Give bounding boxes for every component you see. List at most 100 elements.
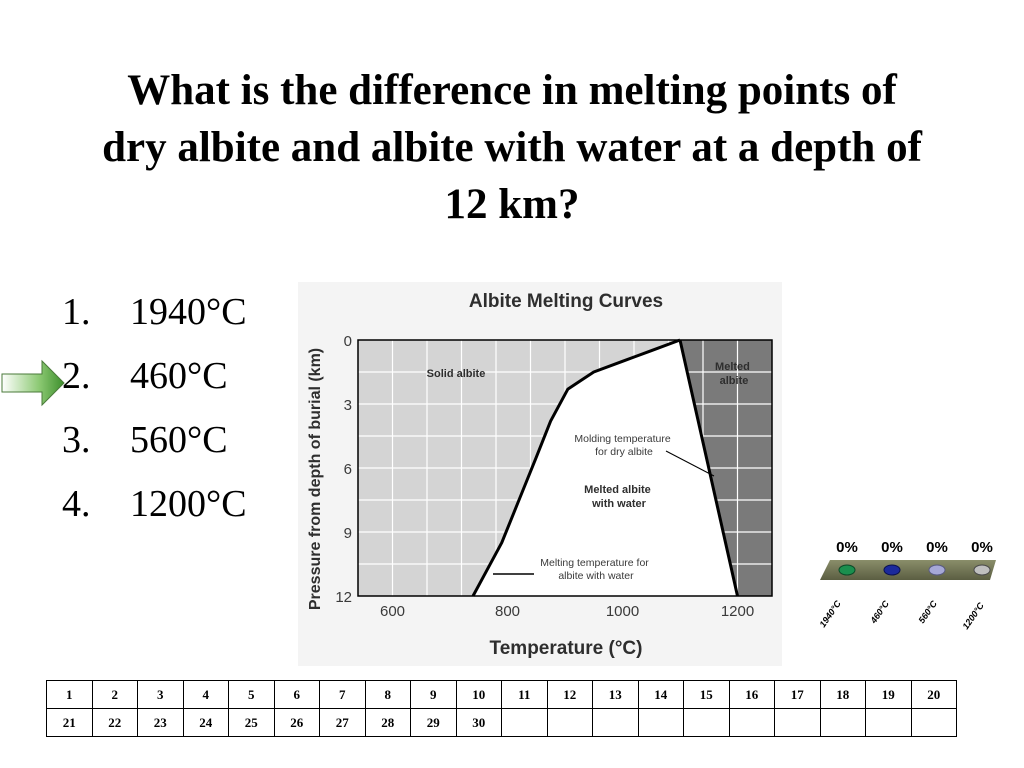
poll-label-4: 1200°C <box>960 600 986 631</box>
grid-cell: 4 <box>182 680 229 709</box>
grid-row: 1 2 3 4 5 6 7 8 9 10 11 12 13 14 15 16 17 18 19 20 <box>46 680 957 709</box>
y-tick-label: 6 <box>344 461 352 478</box>
grid-cell: 30 <box>455 708 502 737</box>
grid-cell: 21 <box>46 708 93 737</box>
poll-percent-1: 0% <box>836 539 858 556</box>
grid-cell <box>546 708 593 737</box>
grid-cell <box>501 708 548 737</box>
poll-percent-4: 0% <box>971 539 993 556</box>
grid-cell: 6 <box>273 680 320 709</box>
y-tick-label: 9 <box>344 525 352 542</box>
answer-text: 1200°C <box>130 483 247 525</box>
region-label-melted-albite: Melted albite <box>715 361 753 387</box>
x-tick-label: 1200 <box>721 603 754 620</box>
x-tick-label: 800 <box>495 603 520 620</box>
y-tick-label: 12 <box>335 589 352 606</box>
y-axis-label: Pressure from depth of burial (km) <box>307 348 324 610</box>
x-tick-label: 1000 <box>606 603 639 620</box>
answer-option-1[interactable]: 1. 1940°C <box>62 290 302 336</box>
chart-title: Albite Melting Curves <box>469 291 663 312</box>
answer-number: 2. <box>62 355 91 397</box>
grid-cell: 3 <box>137 680 184 709</box>
grid-cell <box>637 708 684 737</box>
grid-cell: 1 <box>46 680 93 709</box>
grid-cell <box>774 708 821 737</box>
answer-text: 460°C <box>130 355 228 397</box>
melted-albite-line-1: Melted <box>715 361 750 373</box>
poll-percent-3: 0% <box>926 539 948 556</box>
curve-dry-albite <box>678 339 739 597</box>
slide-title: What is the difference in melting points… <box>10 62 1014 233</box>
grid-cell: 19 <box>865 680 912 709</box>
grid-cell: 13 <box>592 680 639 709</box>
grid-cell: 29 <box>410 708 457 737</box>
answer-option-2[interactable]: 2. 460°C <box>62 354 302 400</box>
grid-cell <box>865 708 912 737</box>
grid-cell: 11 <box>501 680 548 709</box>
plot-border <box>357 339 773 597</box>
grid-cell: 2 <box>91 680 138 709</box>
grid-row: 21 22 23 24 25 26 27 28 29 30 <box>46 708 957 737</box>
x-tick-label: 600 <box>380 603 405 620</box>
poll-dot-2-icon <box>883 564 901 576</box>
response-poll-widget: 0% 0% 0% 0% 1940°C 460°C 560°C 1200°C <box>817 539 996 631</box>
title-line-2: dry albite and albite with water at a de… <box>102 124 922 171</box>
annotation-water-line-2: albite with water <box>558 570 634 582</box>
grid-cell <box>819 708 866 737</box>
grid-cell: 7 <box>319 680 366 709</box>
grid-cell: 20 <box>910 680 957 709</box>
title-line-1: What is the difference in melting points… <box>127 67 897 114</box>
grid-cell: 26 <box>273 708 320 737</box>
x-axis-label: Temperature (°C) <box>490 638 643 659</box>
answer-option-3[interactable]: 3. 560°C <box>62 418 302 464</box>
y-tick-label: 3 <box>344 397 352 414</box>
melted-water-line-1: Melted albite <box>584 484 651 496</box>
annotation-water-albite: Melting temperature for albite with wate… <box>540 557 651 582</box>
grid-cell <box>683 708 730 737</box>
answer-number: 3. <box>62 419 91 461</box>
poll-label-3: 560°C <box>916 598 939 625</box>
annotation-water-line-1: Melting temperature for <box>540 557 649 569</box>
answer-option-4[interactable]: 4. 1200°C <box>62 482 302 528</box>
poll-dot-3-icon <box>928 564 946 576</box>
grid-cell: 23 <box>137 708 184 737</box>
grid-cell: 9 <box>410 680 457 709</box>
title-line-3: 12 km? <box>444 181 580 228</box>
grid-cell: 22 <box>91 708 138 737</box>
melted-water-line-2: with water <box>591 498 647 510</box>
poll-bar-base <box>820 560 996 580</box>
curve-albite-with-water <box>471 338 681 597</box>
participant-grid: 1 2 3 4 5 6 7 8 9 10 11 12 13 14 15 16 17 18 19 20 21 22 23 24 2… <box>46 680 957 737</box>
grid-cell: 18 <box>819 680 866 709</box>
annotation-dry-albite: Molding temperature for dry albite <box>574 433 673 458</box>
grid-cell: 15 <box>683 680 730 709</box>
region-label-melted-with-water: Melted albite with water <box>584 484 654 510</box>
grid-cell: 14 <box>637 680 684 709</box>
region-label-solid-albite: Solid albite <box>427 368 486 380</box>
grid-cell: 10 <box>455 680 502 709</box>
poll-percent-2: 0% <box>881 539 903 556</box>
poll-dot-1-icon <box>838 564 856 576</box>
albite-melting-chart: 600 800 1000 1200 0 3 6 9 12 Albite Melting Curv… <box>298 282 782 666</box>
y-tick-label: 0 <box>344 333 352 350</box>
grid-cell: 8 <box>364 680 411 709</box>
annotation-dry-line-2: for dry albite <box>595 446 653 458</box>
grid-cell <box>592 708 639 737</box>
grid-cell: 24 <box>182 708 229 737</box>
grid-cell: 28 <box>364 708 411 737</box>
grid-cell: 5 <box>228 680 275 709</box>
grid-cell <box>728 708 775 737</box>
answer-text: 560°C <box>130 419 228 461</box>
poll-dot-4-icon <box>973 564 991 576</box>
grid-cell: 17 <box>774 680 821 709</box>
annotation-dry-leader <box>665 450 715 477</box>
grid-cell: 12 <box>546 680 593 709</box>
grid-cell: 27 <box>319 708 366 737</box>
correct-answer-arrow-icon <box>1 359 65 407</box>
answer-text: 1940°C <box>130 291 247 333</box>
grid-cell <box>910 708 957 737</box>
answer-number: 1. <box>62 291 91 333</box>
annotation-dry-line-1: Molding temperature <box>574 433 670 445</box>
grid-cell: 25 <box>228 708 275 737</box>
grid-cell: 16 <box>728 680 775 709</box>
